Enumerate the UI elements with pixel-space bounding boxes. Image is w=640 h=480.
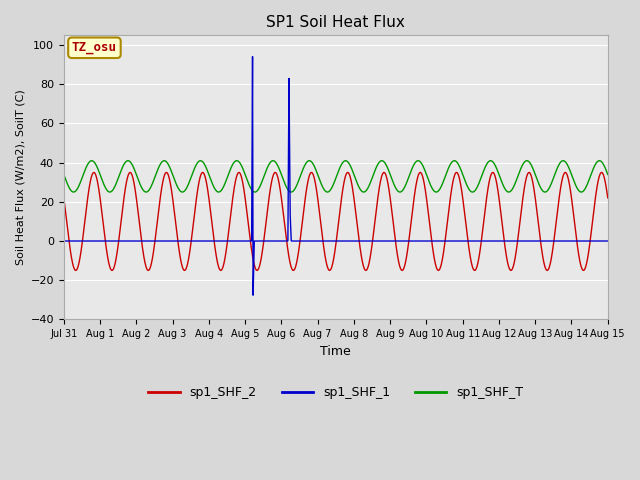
Title: SP1 Soil Heat Flux: SP1 Soil Heat Flux: [266, 15, 405, 30]
Y-axis label: Soil Heat Flux (W/m2), SoilT (C): Soil Heat Flux (W/m2), SoilT (C): [15, 89, 25, 265]
Text: TZ_osu: TZ_osu: [72, 41, 117, 54]
X-axis label: Time: Time: [321, 345, 351, 358]
Legend: sp1_SHF_2, sp1_SHF_1, sp1_SHF_T: sp1_SHF_2, sp1_SHF_1, sp1_SHF_T: [143, 381, 528, 404]
